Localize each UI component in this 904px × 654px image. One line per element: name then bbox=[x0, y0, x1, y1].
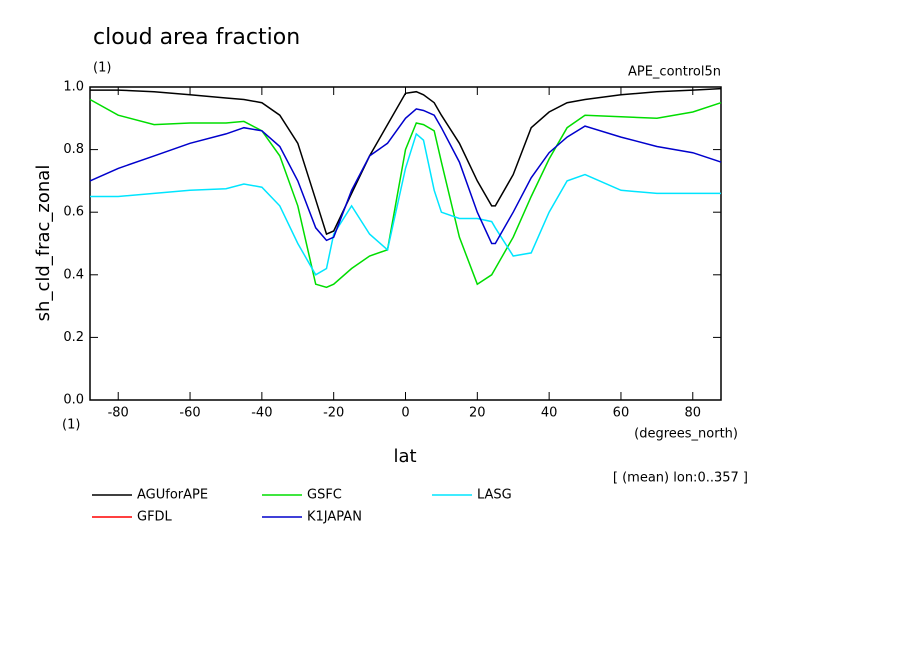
y-axis-label: sh_cld_frac_zonal bbox=[33, 165, 54, 322]
run-label: APE_control5n bbox=[628, 65, 721, 80]
legend-label: GFDL bbox=[137, 510, 173, 525]
x-units: (degrees_north) bbox=[634, 427, 738, 442]
x-tick-label: 40 bbox=[541, 406, 558, 421]
legend-label: LASG bbox=[477, 488, 512, 503]
x-axis-label: lat bbox=[393, 446, 416, 467]
chart-subtitle: (1) bbox=[93, 61, 111, 76]
x-tick-label: -80 bbox=[108, 406, 129, 421]
x-tick-label: 0 bbox=[401, 406, 409, 421]
data-line bbox=[89, 98, 722, 289]
y-tick-label: 0.0 bbox=[63, 393, 84, 408]
data-line bbox=[89, 108, 722, 245]
y-tick-label: 0.4 bbox=[63, 267, 84, 282]
y-units: (1) bbox=[62, 418, 80, 433]
x-tick-label: -20 bbox=[323, 406, 344, 421]
legend-label: K1JAPAN bbox=[307, 510, 362, 525]
y-tick-label: 0.8 bbox=[63, 142, 84, 157]
data-line bbox=[90, 87, 722, 236]
plot-frame bbox=[89, 86, 722, 401]
x-tick-label: 60 bbox=[613, 406, 630, 421]
y-tick-label: 1.0 bbox=[63, 80, 84, 95]
chart-title: cloud area fraction bbox=[93, 25, 300, 50]
y-tick-label: 0.2 bbox=[63, 330, 84, 345]
legend-label: AGUforAPE bbox=[137, 488, 208, 503]
x-tick-label: -40 bbox=[251, 406, 272, 421]
data-line bbox=[90, 132, 721, 276]
legend-label: GSFC bbox=[307, 488, 342, 503]
x-tick-label: -60 bbox=[179, 406, 200, 421]
y-tick-label: 0.6 bbox=[63, 205, 84, 220]
x-tick-label: 80 bbox=[685, 406, 702, 421]
note: [ (mean) lon:0..357 ] bbox=[613, 471, 748, 486]
x-tick-label: 20 bbox=[469, 406, 486, 421]
